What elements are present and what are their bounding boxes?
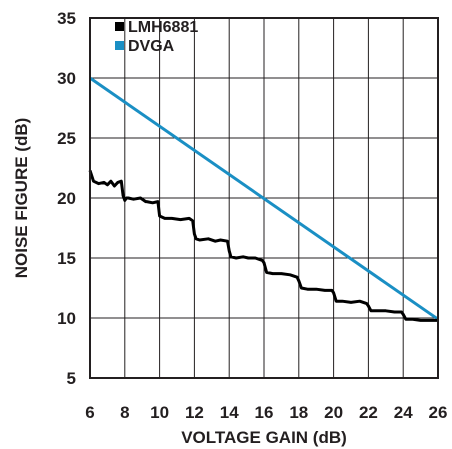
- legend-swatch-lmh6881: [115, 22, 124, 31]
- y-tick-label: 30: [57, 69, 76, 88]
- x-axis-label: VOLTAGE GAIN (dB): [181, 428, 347, 447]
- y-tick-label: 15: [57, 249, 76, 268]
- legend-label-dvga: DVGA: [128, 38, 175, 55]
- x-tick-label: 16: [255, 403, 274, 422]
- y-axis-label: NOISE FIGURE (dB): [12, 118, 31, 279]
- plot-frame: [89, 17, 439, 379]
- x-tick-label: 8: [120, 403, 129, 422]
- x-tick-label: 26: [429, 403, 448, 422]
- x-tick-label: 22: [359, 403, 378, 422]
- series-lines: [88, 76, 439, 322]
- legend: LMH6881 DVGA: [115, 19, 198, 55]
- tick-labels: 6 8 10 12 14 16 18 20 22 24 26 5 10 15 20 25 30 35: [57, 9, 447, 422]
- y-tick-label: 20: [57, 189, 76, 208]
- x-tick-label: 18: [289, 403, 308, 422]
- legend-label-lmh6881: LMH6881: [128, 19, 198, 36]
- x-tick-label: 14: [220, 403, 239, 422]
- y-tick-label: 10: [57, 309, 76, 328]
- x-tick-label: 6: [85, 403, 94, 422]
- series-line-dvga: [89, 76, 439, 321]
- legend-swatch-dvga: [115, 41, 124, 50]
- series-line-lmh6881: [88, 169, 438, 322]
- x-tick-label: 20: [324, 403, 343, 422]
- x-tick-label: 10: [150, 403, 169, 422]
- y-tick-label: 25: [57, 129, 76, 148]
- x-tick-label: 24: [394, 403, 413, 422]
- y-tick-label: 35: [57, 9, 76, 28]
- x-tick-label: 12: [185, 403, 204, 422]
- y-tick-label: 5: [67, 369, 76, 388]
